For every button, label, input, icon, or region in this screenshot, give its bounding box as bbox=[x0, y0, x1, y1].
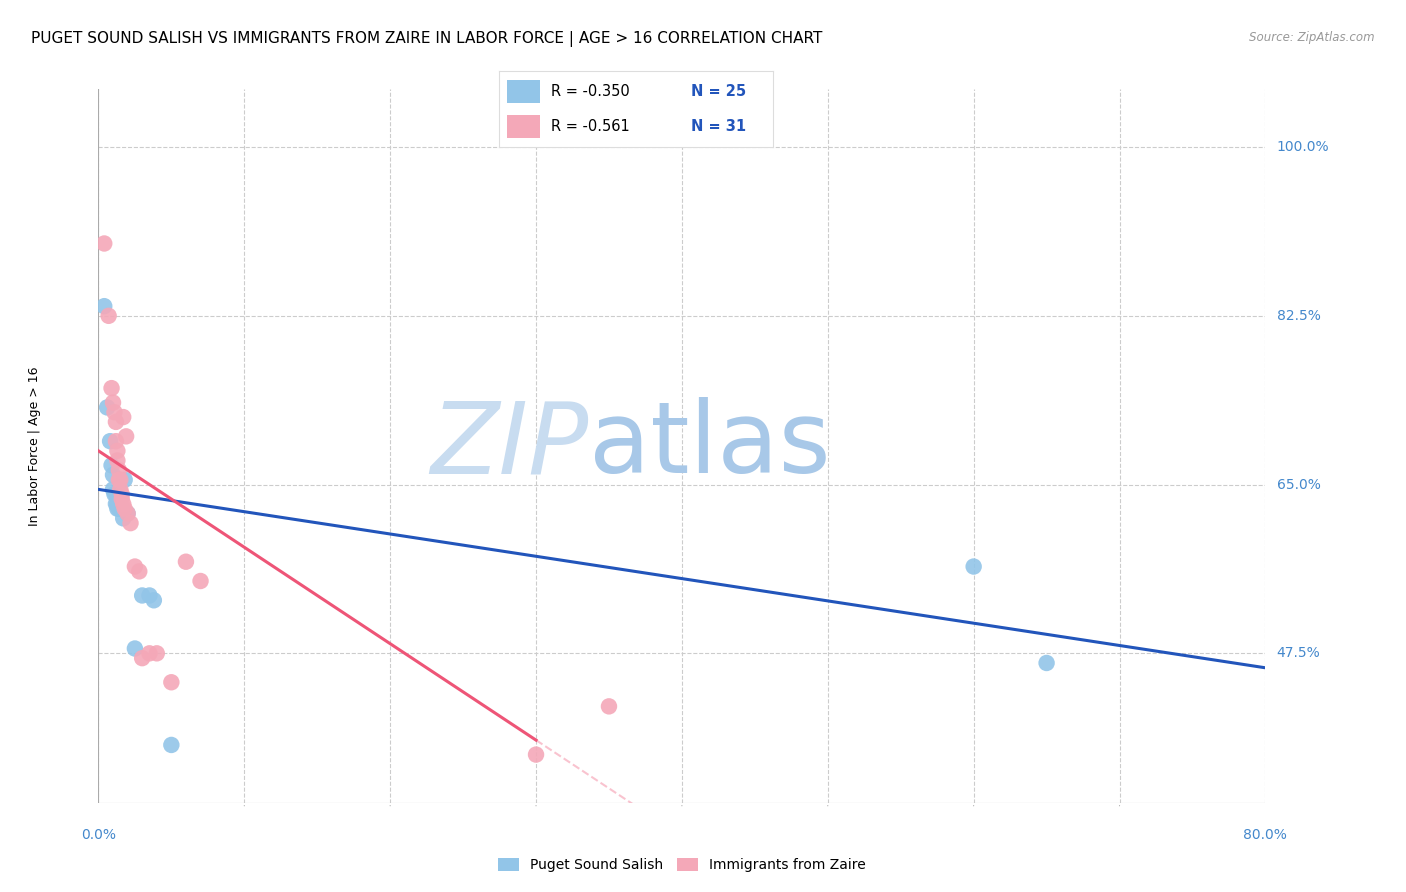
Point bbox=[124, 641, 146, 656]
Point bbox=[98, 434, 121, 449]
Point bbox=[100, 381, 122, 395]
Text: 100.0%: 100.0% bbox=[1277, 140, 1329, 154]
Point bbox=[101, 467, 124, 482]
Point bbox=[131, 589, 153, 603]
Point bbox=[146, 646, 169, 660]
Point bbox=[1035, 656, 1057, 670]
Point bbox=[110, 473, 132, 487]
Text: 65.0%: 65.0% bbox=[1277, 477, 1320, 491]
Point bbox=[97, 309, 120, 323]
Point bbox=[160, 675, 183, 690]
Point bbox=[160, 738, 183, 752]
Point bbox=[101, 483, 124, 497]
Text: 0.0%: 0.0% bbox=[82, 828, 115, 842]
Point bbox=[117, 507, 139, 521]
Text: 82.5%: 82.5% bbox=[1277, 309, 1320, 323]
Text: ZIP: ZIP bbox=[430, 398, 589, 494]
Text: PUGET SOUND SALISH VS IMMIGRANTS FROM ZAIRE IN LABOR FORCE | AGE > 16 CORRELATIO: PUGET SOUND SALISH VS IMMIGRANTS FROM ZA… bbox=[31, 31, 823, 47]
Point bbox=[962, 559, 984, 574]
Text: R = -0.350: R = -0.350 bbox=[551, 85, 630, 99]
Point bbox=[124, 559, 146, 574]
Point bbox=[138, 646, 160, 660]
Point bbox=[108, 473, 131, 487]
Point bbox=[103, 487, 125, 501]
Point bbox=[96, 401, 118, 415]
Point bbox=[128, 565, 150, 579]
Text: In Labor Force | Age > 16: In Labor Force | Age > 16 bbox=[28, 367, 41, 525]
Point bbox=[112, 410, 135, 425]
Point bbox=[112, 497, 135, 511]
Point bbox=[110, 483, 132, 497]
Point bbox=[110, 491, 132, 506]
Point bbox=[131, 651, 153, 665]
Point bbox=[100, 458, 122, 473]
Point bbox=[101, 395, 124, 409]
Point bbox=[104, 487, 127, 501]
Text: R = -0.561: R = -0.561 bbox=[551, 120, 630, 134]
Text: Source: ZipAtlas.com: Source: ZipAtlas.com bbox=[1250, 31, 1375, 45]
Bar bbox=[508, 115, 540, 138]
Point bbox=[105, 501, 128, 516]
Legend: Puget Sound Salish, Immigrants from Zaire: Puget Sound Salish, Immigrants from Zair… bbox=[492, 853, 872, 878]
Point bbox=[174, 555, 197, 569]
Point bbox=[120, 516, 142, 530]
Point bbox=[103, 405, 125, 419]
Text: 80.0%: 80.0% bbox=[1243, 828, 1288, 842]
Point bbox=[598, 699, 620, 714]
Point bbox=[93, 236, 115, 251]
Point bbox=[114, 473, 136, 487]
Point bbox=[112, 511, 135, 525]
Point bbox=[117, 507, 139, 521]
Text: N = 31: N = 31 bbox=[692, 120, 747, 134]
Point bbox=[93, 299, 115, 313]
Point bbox=[108, 501, 131, 516]
Point bbox=[190, 574, 212, 588]
Text: 47.5%: 47.5% bbox=[1277, 647, 1320, 660]
Point bbox=[105, 453, 128, 467]
Point bbox=[115, 429, 138, 443]
Text: N = 25: N = 25 bbox=[692, 85, 747, 99]
Point bbox=[108, 487, 131, 501]
Point bbox=[111, 491, 134, 506]
Point bbox=[108, 463, 131, 477]
Point bbox=[104, 497, 127, 511]
Bar bbox=[508, 80, 540, 103]
Point bbox=[105, 443, 128, 458]
Point bbox=[104, 434, 127, 449]
Point bbox=[104, 415, 127, 429]
Point bbox=[142, 593, 165, 607]
Text: atlas: atlas bbox=[589, 398, 830, 494]
Point bbox=[111, 501, 134, 516]
Point bbox=[105, 497, 128, 511]
Point bbox=[111, 487, 134, 501]
Point bbox=[114, 501, 136, 516]
Point bbox=[524, 747, 547, 762]
Point bbox=[138, 589, 160, 603]
